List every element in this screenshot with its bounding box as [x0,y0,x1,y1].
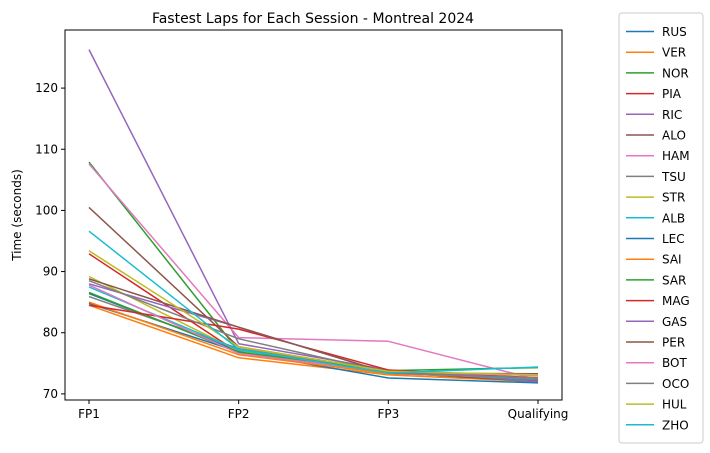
series-line-ham [88,163,539,381]
series-line-ric [88,49,539,383]
y-tick-label: 90 [43,265,58,279]
y-tick-label: 70 [43,387,58,401]
legend-label-rus: RUS [662,25,687,39]
y-tick-label: 120 [35,81,58,95]
legend-label-str: STR [662,191,685,205]
legend-label-mag: MAG [662,294,690,308]
series-line-tsu [88,295,539,381]
y-axis: 70 80 90 100 110 120 [35,81,65,401]
series-line-nor [88,161,539,383]
series-line-hul [88,250,539,376]
legend-frame [618,12,704,444]
x-tick-label: FP3 [377,407,399,421]
legend-label-lec: LEC [662,232,685,246]
legend-label-tsu: TSU [661,170,686,184]
series-line-ver [88,304,539,383]
legend-label-oco: OCO [662,377,689,391]
y-tick-label: 110 [35,142,58,156]
legend-label-sai: SAI [662,253,682,267]
legend-label-bot: BOT [662,356,687,370]
x-axis: FP1 FP2 FP3 Qualifying [78,400,568,421]
legend-label-per: PER [662,336,685,350]
y-tick-label: 100 [35,203,58,217]
legend-label-pia: PIA [662,87,682,101]
plot-area-frame [64,29,563,401]
legend-label-ric: RIC [662,108,682,122]
legend: RUS VER NOR PIA RIC ALO HAM TSU STR ALB LEC SAI SAR M… [618,12,704,444]
chart-title: Fastest Laps for Each Session - Montreal… [152,11,474,27]
y-tick-label: 80 [43,326,58,340]
legend-label-sar: SAR [662,273,686,287]
legend-label-nor: NOR [662,66,689,80]
series-line-oco [88,280,539,379]
legend-label-zho: ZHO [662,418,689,432]
legend-label-hul: HUL [662,398,687,412]
legend-label-ham: HAM [662,149,690,163]
legend-label-alb: ALB [662,211,685,225]
legend-label-gas: GAS [662,315,687,329]
x-tick-label: Qualifying [508,407,569,421]
legend-label-ver: VER [662,46,686,60]
x-tick-label: FP2 [228,407,250,421]
legend-label-alo: ALO [662,129,686,143]
x-tick-label: FP1 [78,407,100,421]
series-line-zho [88,230,539,374]
y-axis-label: Time (seconds) [10,169,24,262]
series-lines [88,49,539,384]
